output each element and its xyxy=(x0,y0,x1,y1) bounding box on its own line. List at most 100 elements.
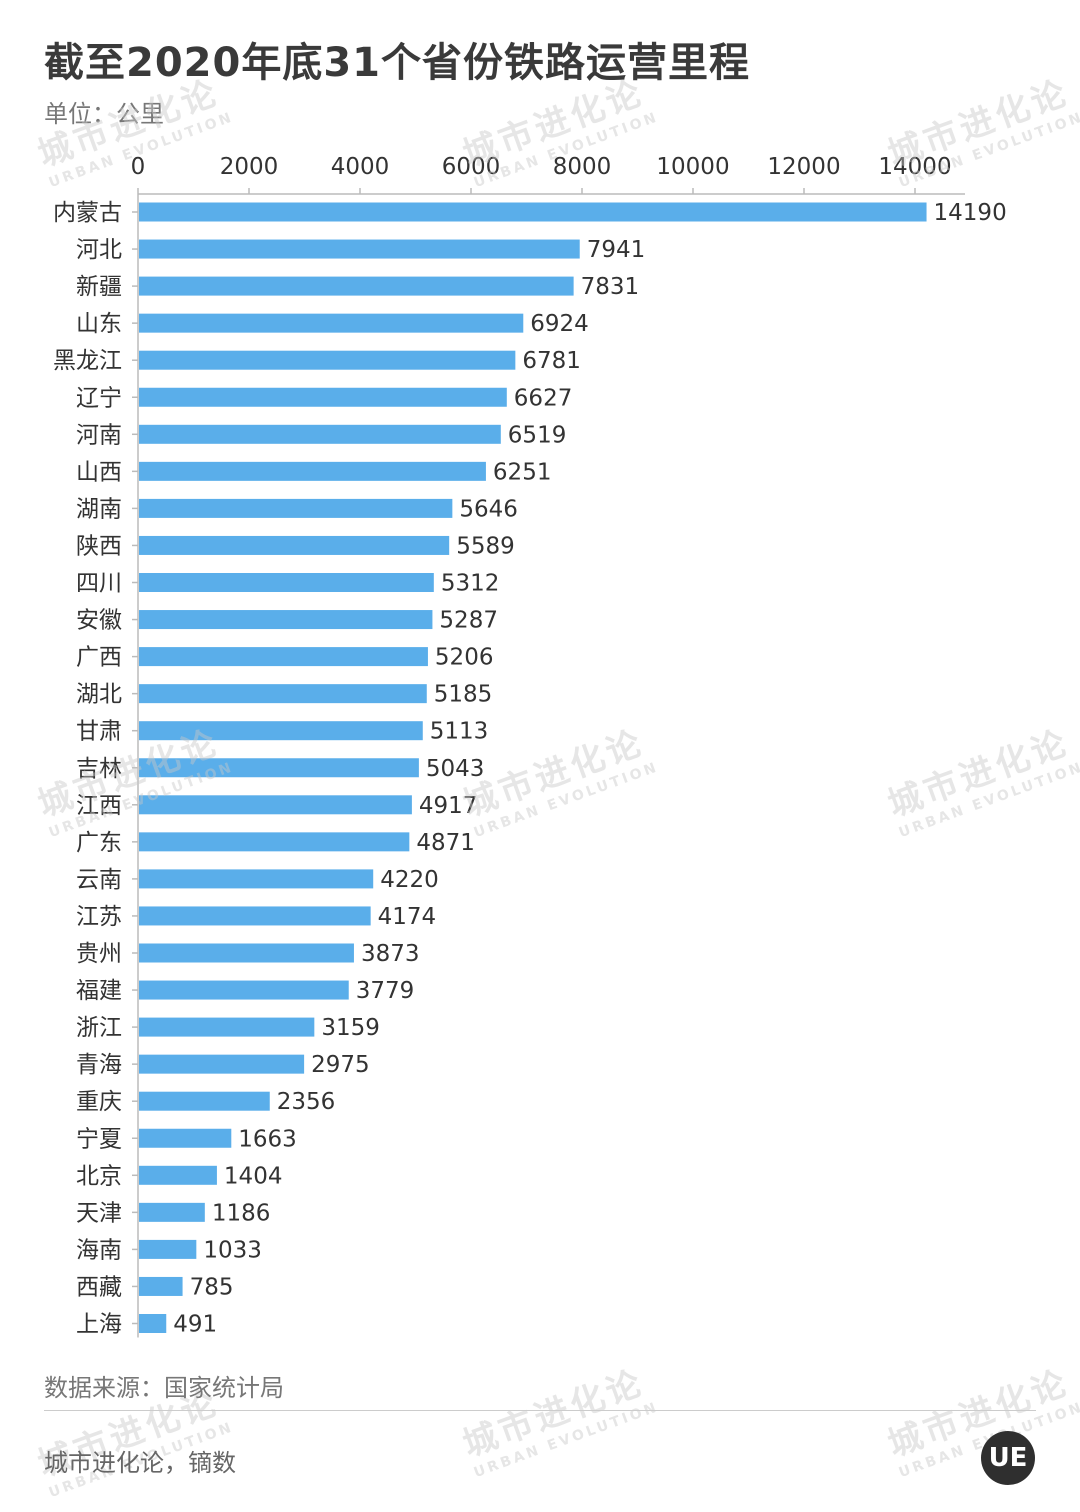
value-label: 5206 xyxy=(435,645,494,671)
bar xyxy=(139,535,450,555)
value-label: 1404 xyxy=(224,1163,283,1189)
category-label: 江西 xyxy=(76,793,122,819)
category-label: 山西 xyxy=(76,459,122,485)
bar xyxy=(139,832,410,852)
value-label: 6519 xyxy=(508,422,567,448)
category-label: 贵州 xyxy=(76,941,122,967)
value-label: 14190 xyxy=(934,200,1007,226)
value-label: 6251 xyxy=(493,459,552,485)
value-label: 4220 xyxy=(380,867,439,893)
category-label: 宁夏 xyxy=(76,1126,122,1152)
category-label: 山东 xyxy=(76,311,122,337)
x-tick-label: 10000 xyxy=(656,154,729,180)
category-label: 上海 xyxy=(76,1312,122,1338)
bar xyxy=(139,239,580,259)
bar xyxy=(139,276,574,296)
category-label: 云南 xyxy=(76,867,122,893)
bar xyxy=(139,906,371,926)
chart-title: 截至2020年底31个省份铁路运营里程 xyxy=(44,40,750,86)
watermark: 城市进化论 URBAN EVOLUTION xyxy=(455,1353,661,1482)
value-label: 6924 xyxy=(530,311,589,337)
value-label: 5185 xyxy=(434,682,493,708)
category-label: 福建 xyxy=(76,978,122,1004)
value-label: 6627 xyxy=(514,385,573,411)
bar xyxy=(139,795,412,815)
category-label: 江苏 xyxy=(76,904,122,930)
x-tick-label: 8000 xyxy=(553,154,612,180)
category-label: 重庆 xyxy=(76,1089,122,1115)
bar xyxy=(139,350,516,370)
category-label: 安徽 xyxy=(76,608,122,634)
value-label: 5043 xyxy=(426,756,485,782)
category-label: 湖北 xyxy=(76,682,122,708)
bar xyxy=(139,721,423,741)
data-source: 数据来源：国家统计局 xyxy=(44,1374,284,1402)
bar xyxy=(139,1128,232,1148)
category-label: 河北 xyxy=(76,237,122,263)
bar xyxy=(139,1202,205,1222)
category-label: 海南 xyxy=(76,1237,122,1263)
value-label: 785 xyxy=(190,1274,234,1300)
x-tick-label: 6000 xyxy=(442,154,501,180)
category-label: 西藏 xyxy=(76,1274,122,1300)
bar xyxy=(139,684,427,704)
value-label: 4174 xyxy=(378,904,437,930)
value-label: 4917 xyxy=(419,793,478,819)
category-label: 陕西 xyxy=(76,533,122,559)
value-label: 491 xyxy=(173,1312,217,1338)
category-label: 天津 xyxy=(76,1200,122,1226)
value-label: 5312 xyxy=(441,571,500,597)
category-label: 内蒙古 xyxy=(53,200,122,226)
value-label: 3873 xyxy=(361,941,420,967)
category-label: 吉林 xyxy=(76,756,122,782)
watermark-en: URBAN EVOLUTION xyxy=(471,1399,661,1482)
footer-divider xyxy=(44,1410,1036,1411)
value-label: 3779 xyxy=(356,978,415,1004)
value-label: 3159 xyxy=(321,1015,380,1041)
value-label: 5646 xyxy=(459,496,518,522)
value-label: 1186 xyxy=(212,1200,271,1226)
value-label: 5287 xyxy=(439,608,498,634)
bar xyxy=(139,1165,217,1185)
bar xyxy=(139,869,374,889)
value-label: 2356 xyxy=(277,1089,336,1115)
bar xyxy=(139,647,428,667)
category-label: 浙江 xyxy=(76,1015,122,1041)
credit-text: 城市进化论，镝数 xyxy=(44,1449,236,1477)
x-tick-label: 14000 xyxy=(878,154,951,180)
value-label: 1033 xyxy=(203,1237,262,1263)
bar xyxy=(139,980,349,1000)
bar xyxy=(139,313,524,333)
bar xyxy=(139,1054,305,1074)
bar xyxy=(139,573,434,592)
value-label: 7831 xyxy=(581,274,640,300)
bar xyxy=(139,461,486,481)
category-label: 北京 xyxy=(76,1163,122,1189)
category-label: 四川 xyxy=(76,571,122,597)
category-label: 广西 xyxy=(76,645,122,671)
value-label: 2975 xyxy=(311,1052,370,1078)
x-tick-label: 12000 xyxy=(767,154,840,180)
category-label: 黑龙江 xyxy=(53,348,122,374)
bar-chart: 0 2000 4000 6000 8000 10000 12000 14000 内蒙古 14190… xyxy=(53,154,1007,1338)
category-label: 湖南 xyxy=(76,496,122,522)
unit-label: 单位：公里 xyxy=(44,100,164,128)
bar xyxy=(139,498,453,518)
x-tick-label: 4000 xyxy=(331,154,390,180)
category-label: 辽宁 xyxy=(76,385,122,411)
ue-logo-icon: UE xyxy=(981,1431,1035,1485)
value-label: 5589 xyxy=(456,533,515,559)
category-label: 新疆 xyxy=(76,274,122,300)
bar xyxy=(139,943,354,963)
category-label: 广东 xyxy=(76,830,122,856)
category-label: 河南 xyxy=(76,422,122,448)
bar xyxy=(139,1276,183,1296)
x-tick-label: 0 xyxy=(131,154,146,180)
bar xyxy=(139,1091,270,1111)
bar xyxy=(139,1314,167,1333)
value-label: 4871 xyxy=(416,830,475,856)
bar xyxy=(139,610,433,630)
bar xyxy=(139,1017,315,1037)
x-tick-label: 2000 xyxy=(220,154,279,180)
watermark: 城市进化论 URBAN EVOLUTION xyxy=(880,1353,1080,1482)
